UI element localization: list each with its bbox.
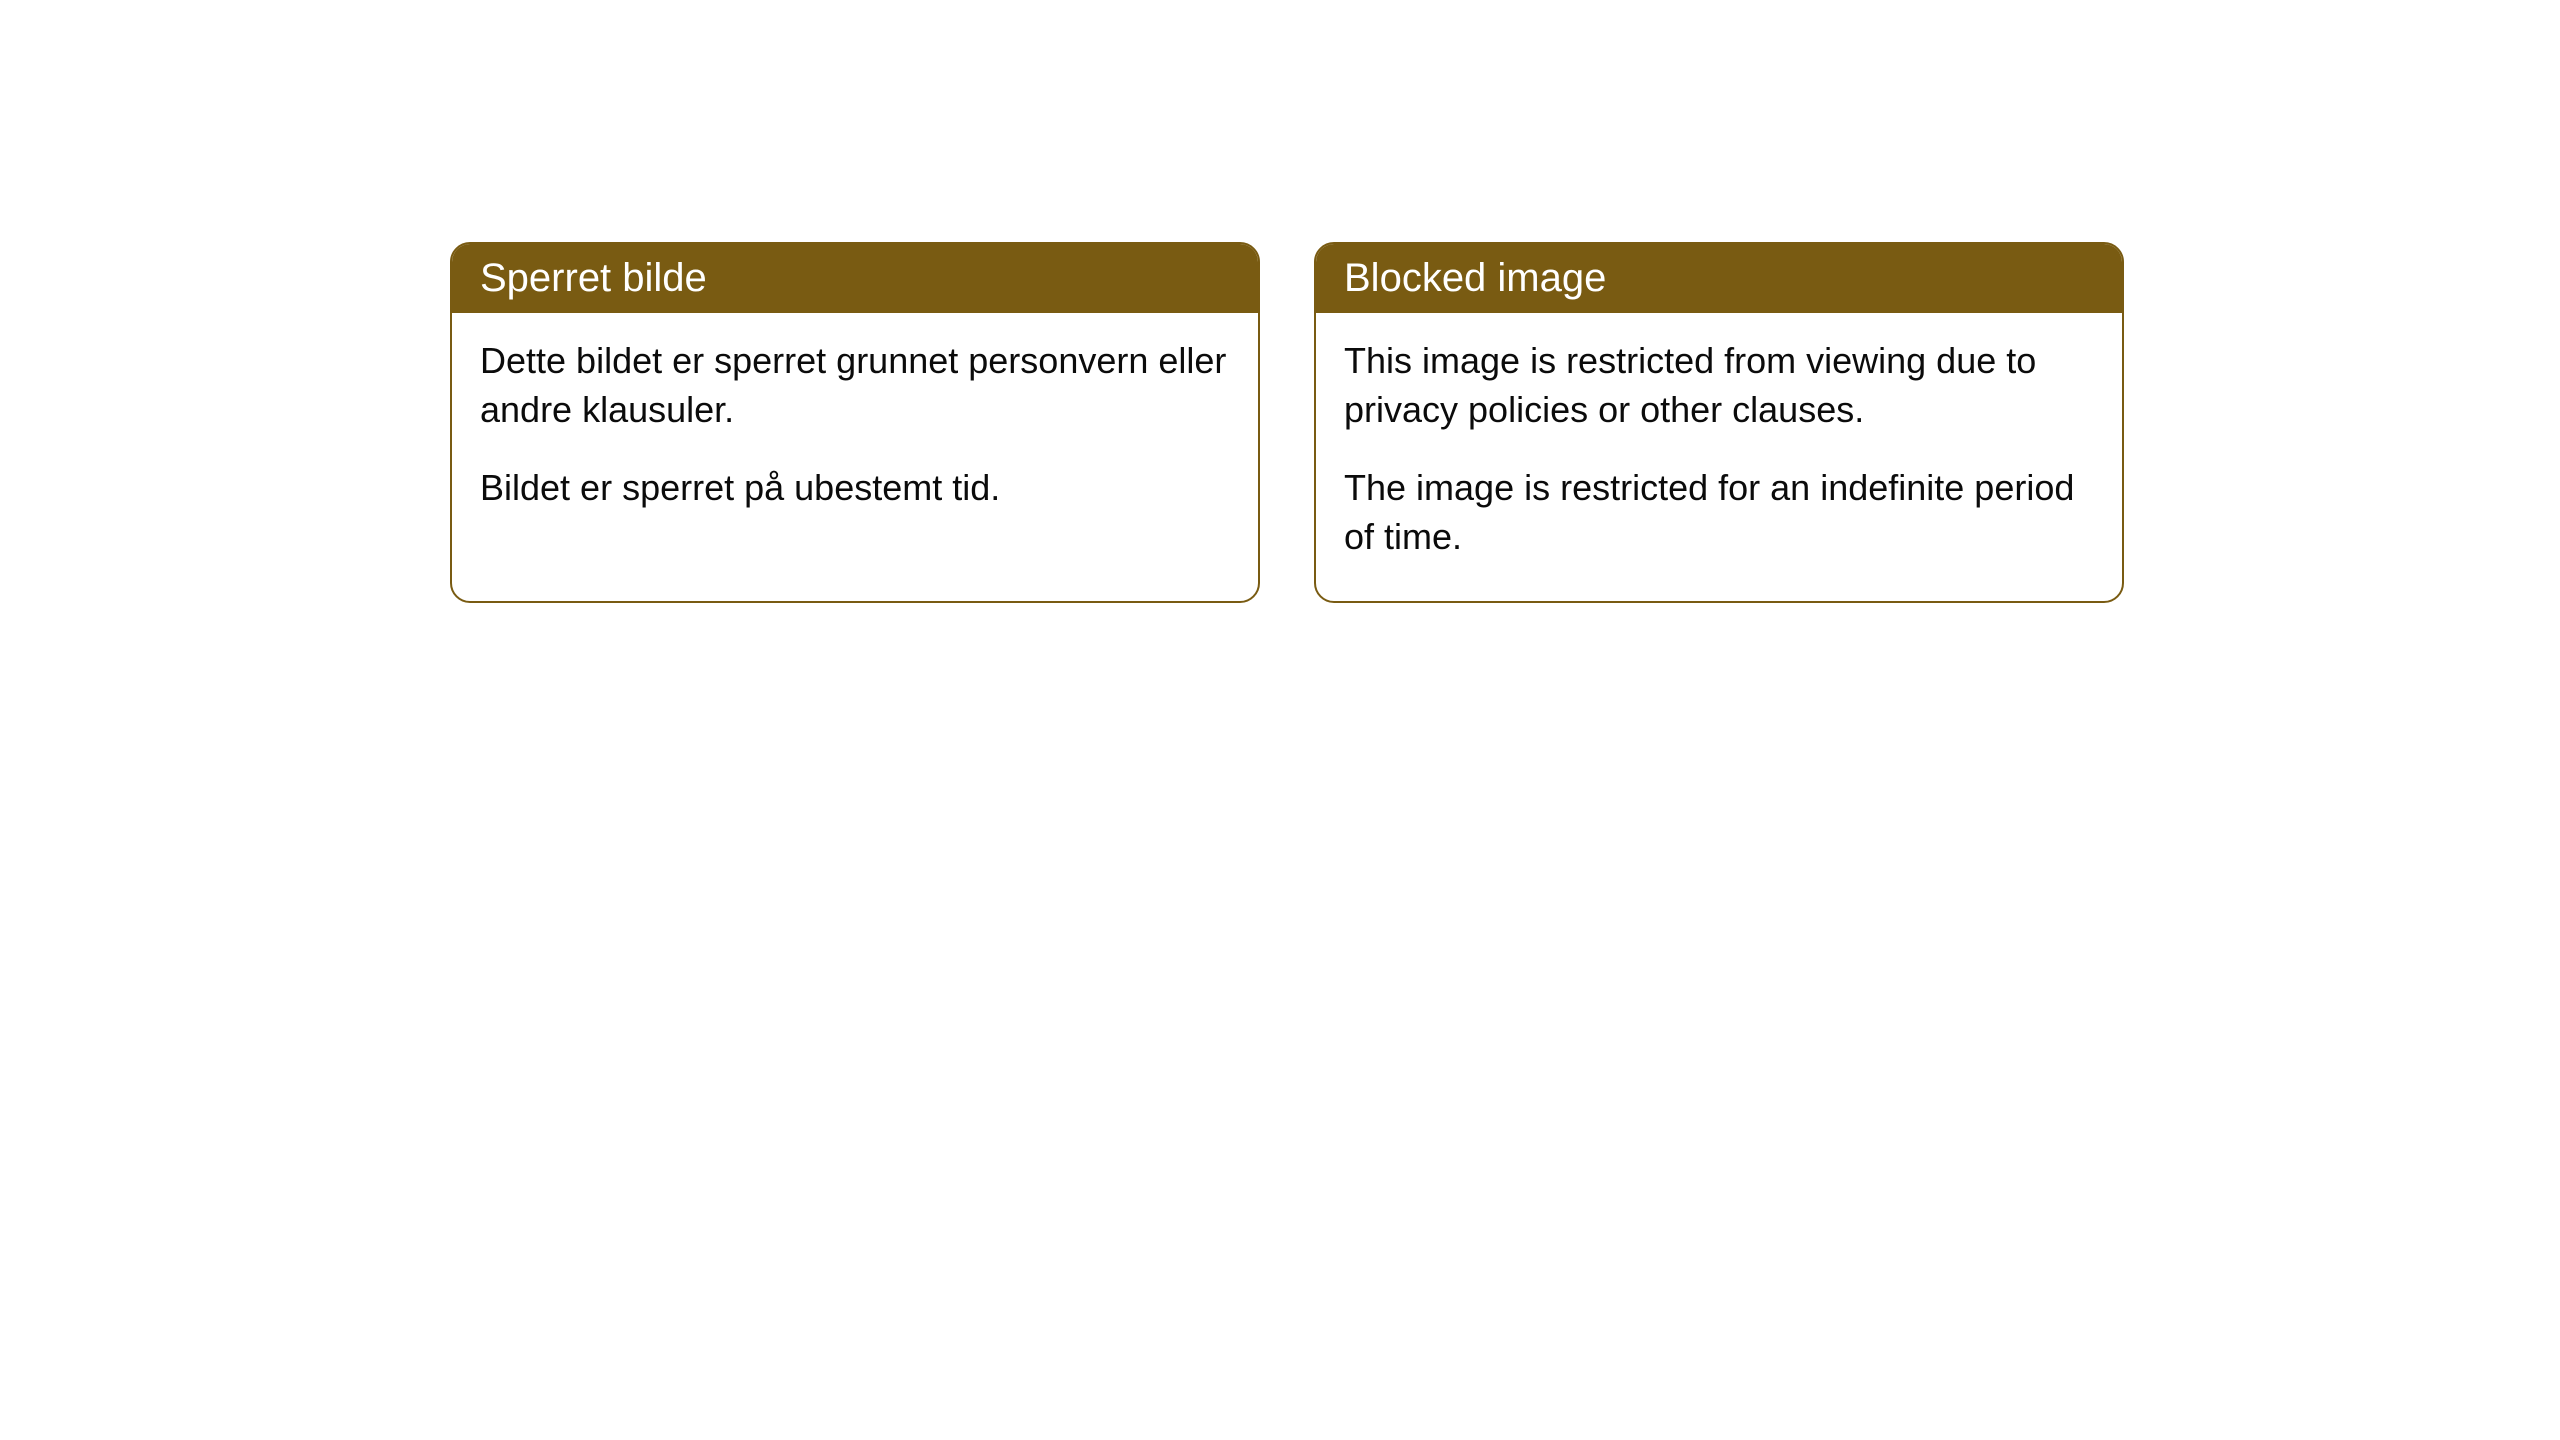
card-body: Dette bildet er sperret grunnet personve…	[452, 313, 1258, 553]
blocked-image-card-no: Sperret bilde Dette bildet er sperret gr…	[450, 242, 1260, 603]
card-text-line-1: Dette bildet er sperret grunnet personve…	[480, 337, 1230, 434]
card-text-line-2: The image is restricted for an indefinit…	[1344, 464, 2094, 561]
cards-container: Sperret bilde Dette bildet er sperret gr…	[0, 0, 2560, 603]
card-body: This image is restricted from viewing du…	[1316, 313, 2122, 601]
card-text-line-2: Bildet er sperret på ubestemt tid.	[480, 464, 1230, 513]
card-text-line-1: This image is restricted from viewing du…	[1344, 337, 2094, 434]
blocked-image-card-en: Blocked image This image is restricted f…	[1314, 242, 2124, 603]
card-header: Sperret bilde	[452, 244, 1258, 313]
card-header: Blocked image	[1316, 244, 2122, 313]
